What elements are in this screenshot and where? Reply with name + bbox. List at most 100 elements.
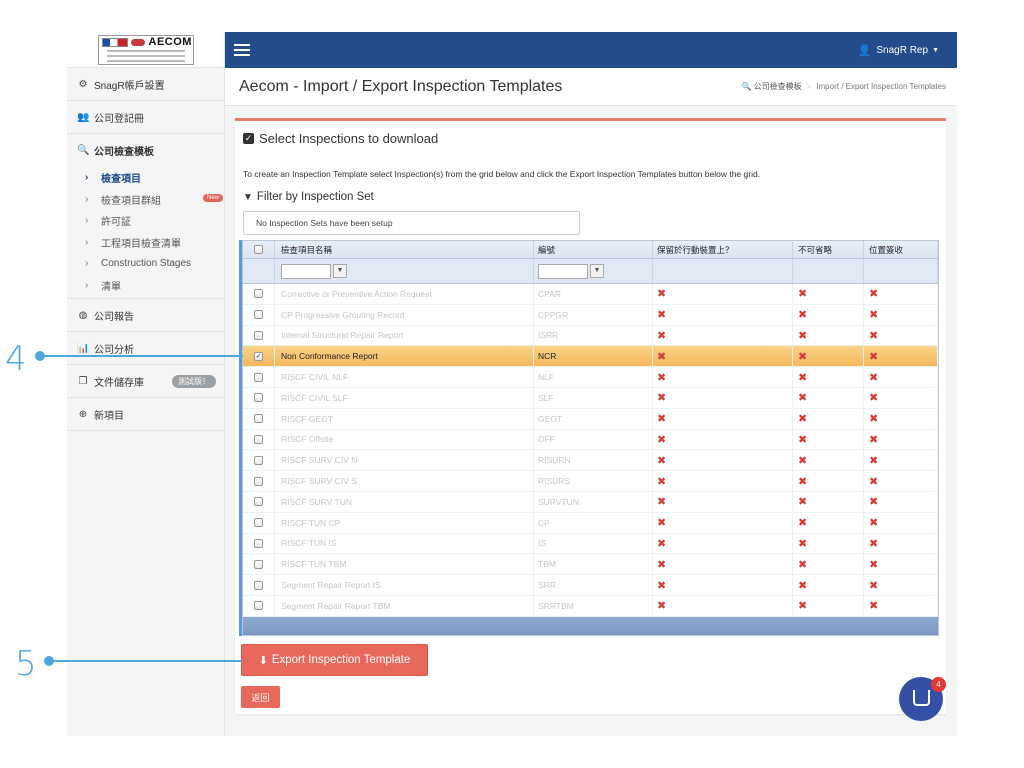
row-checkbox[interactable]: [254, 580, 263, 590]
cross-icon: ✖: [798, 288, 808, 301]
inspection-set-select[interactable]: No Inspection Sets have been setup: [243, 211, 580, 235]
row-select-cell: ✓: [243, 346, 275, 367]
export-template-button[interactable]: ⬇ Export Inspection Template: [241, 644, 428, 676]
location-signoff-cell: ✖: [864, 429, 938, 450]
sidebar-item-document-repository[interactable]: ❐ 文件儲存庫 測試版！: [67, 365, 224, 398]
location-signoff-cell: ✖: [864, 304, 938, 325]
sidebar-item-company-register[interactable]: 👥 公司登記冊: [67, 101, 224, 134]
chat-notification-badge: 4: [931, 677, 946, 692]
location-signoff-cell: ✖: [864, 575, 938, 595]
callout-line: [49, 660, 242, 662]
column-header-name[interactable]: 檢查項目名稱: [275, 241, 534, 258]
row-select-cell: [243, 450, 275, 471]
row-checkbox[interactable]: [254, 310, 263, 320]
grid-filter-row: ▼ ▼: [243, 259, 938, 284]
inspections-card: ✓ Select Inspections to download To crea…: [235, 118, 946, 714]
sidebar-subitem-checklists[interactable]: › 工程項目檢查清單: [67, 232, 224, 254]
globe-icon: ◍: [78, 309, 88, 321]
table-row[interactable]: RISCF TUN TBM TBM ✖ ✖ ✖: [243, 554, 938, 576]
keep-on-mobile-cell: ✖: [653, 346, 793, 367]
cross-icon: ✖: [869, 433, 879, 446]
row-checkbox[interactable]: [254, 455, 263, 465]
row-checkbox[interactable]: [254, 330, 263, 340]
row-checkbox[interactable]: ✓: [254, 351, 263, 361]
mandatory-cell: ✖: [793, 304, 864, 325]
sidebar-item-new-project[interactable]: ⊕ 新項目: [67, 398, 224, 431]
filter-cell: ▼: [534, 259, 653, 283]
user-menu[interactable]: 👤 SnagR Rep ▼: [858, 44, 939, 57]
sidebar-subitem-label: 清單: [101, 281, 121, 293]
inspection-name-cell: RISCF SURV CIV S: [275, 471, 534, 491]
cross-icon: ✖: [869, 558, 879, 571]
row-select-cell: [243, 471, 275, 491]
sidebar-subitem-permits[interactable]: › 許可証: [67, 210, 224, 232]
row-checkbox[interactable]: [254, 372, 263, 382]
sidebar-item-inspection-templates[interactable]: 🔍 公司檢查模板: [67, 134, 224, 167]
cross-icon: ✖: [657, 537, 667, 550]
sidebar-subitem-label: Construction Stages: [101, 258, 192, 270]
table-row[interactable]: RISCF SURV CIV N RISURN ✖ ✖ ✖: [243, 450, 938, 472]
inspection-name-cell: RISCF TUN IS: [275, 533, 534, 554]
row-checkbox[interactable]: [254, 289, 263, 299]
filter-icon[interactable]: ▼: [333, 264, 347, 278]
inspection-name-cell: RISCF TUN CP: [275, 512, 534, 533]
column-header-keep-on-mobile[interactable]: 保留於行動裝置上？: [653, 241, 793, 258]
keep-on-mobile-cell: ✖: [653, 595, 793, 616]
location-signoff-cell: ✖: [864, 491, 938, 512]
column-header-mandatory[interactable]: 不可省略: [793, 241, 864, 258]
inspection-name-cell: RISCF GEOT: [275, 408, 534, 429]
table-row[interactable]: RISCF Offsite OFF ✖ ✖ ✖: [243, 429, 938, 451]
filter-cell: [864, 259, 938, 283]
table-row[interactable]: RISCF CIVIL NLF NLF ✖ ✖ ✖: [243, 367, 938, 388]
row-checkbox[interactable]: [254, 434, 263, 444]
sidebar-item-company-analytics[interactable]: 📊 公司分析: [67, 332, 224, 365]
select-all-checkbox[interactable]: [254, 245, 263, 254]
column-header-location-signoff[interactable]: 位置簽收: [864, 241, 938, 258]
filter-icon[interactable]: ▼: [590, 264, 604, 278]
table-row[interactable]: Segment Repair Report TBM SRRTBM ✖ ✖ ✖: [243, 595, 938, 617]
sidebar-subitem-construction-stages[interactable]: › Construction Stages: [67, 253, 224, 275]
table-row[interactable]: RISCF TUN IS IS ✖ ✖ ✖: [243, 533, 938, 555]
table-row[interactable]: RISCF SURV CIV S RISURS ✖ ✖ ✖: [243, 471, 938, 492]
table-row[interactable]: RISCF CIVIL SLF SLF ✖ ✖ ✖: [243, 387, 938, 409]
cross-icon: ✖: [657, 579, 667, 592]
table-row[interactable]: CP Progressive Grouting Record CPPGR ✖ ✖ ✖: [243, 304, 938, 326]
keep-on-mobile-cell: ✖: [653, 554, 793, 575]
sidebar-item-account-settings[interactable]: ⚙ SnagR帳戶設置: [67, 68, 224, 101]
table-row[interactable]: ✓ Non Conformance Report NCR ✖ ✖ ✖: [243, 346, 938, 368]
sidebar-item-company-reports[interactable]: ◍ 公司報告: [67, 299, 224, 332]
name-filter-input[interactable]: [281, 263, 331, 279]
row-checkbox[interactable]: [254, 497, 263, 507]
row-checkbox[interactable]: [254, 518, 263, 528]
cross-icon: ✖: [657, 392, 667, 405]
grid-footer: [243, 617, 938, 635]
menu-icon[interactable]: [234, 41, 250, 59]
inspection-name-cell: RISCF Offsite: [275, 429, 534, 450]
cross-icon: ✖: [869, 309, 879, 322]
filter-icon: ▼: [243, 191, 253, 203]
row-checkbox[interactable]: [254, 559, 263, 569]
export-button-label: Export Inspection Template: [271, 654, 411, 666]
callout-number-5: 5: [15, 644, 37, 684]
row-checkbox[interactable]: [254, 414, 263, 424]
table-row[interactable]: Corrective or Preventive Action Request C…: [243, 284, 938, 305]
sidebar-subitem-inspections[interactable]: › 檢查項目: [67, 167, 224, 189]
row-select-cell: [243, 533, 275, 554]
row-checkbox[interactable]: [254, 476, 263, 486]
column-header-code[interactable]: 編號: [534, 241, 653, 258]
table-row[interactable]: RISCF GEOT GEOT ✖ ✖ ✖: [243, 408, 938, 430]
table-row[interactable]: Segment Repair Report IS SRR ✖ ✖ ✖: [243, 575, 938, 596]
sidebar-subitem-inspection-groups[interactable]: › 檢查項目群組 New: [67, 189, 224, 211]
breadcrumb-link[interactable]: 公司檢查模板: [753, 82, 802, 91]
table-row[interactable]: RISCF TUN CP CP ✖ ✖ ✖: [243, 512, 938, 534]
back-button[interactable]: 返回: [241, 686, 280, 708]
row-checkbox[interactable]: [254, 601, 263, 611]
code-filter-input[interactable]: [538, 263, 588, 279]
row-checkbox[interactable]: [254, 538, 263, 548]
table-row[interactable]: RISCF SURV TUN SURVTUN ✖ ✖ ✖: [243, 491, 938, 513]
row-checkbox[interactable]: [254, 393, 263, 403]
location-signoff-cell: ✖: [864, 284, 938, 304]
sidebar-subitem-lists[interactable]: › 清單: [67, 275, 224, 297]
table-row[interactable]: Internal Structural Repair Report ISRR ✖ ✖ ✖: [243, 325, 938, 347]
sidebar-subitem-label: 檢查項目: [101, 174, 141, 186]
